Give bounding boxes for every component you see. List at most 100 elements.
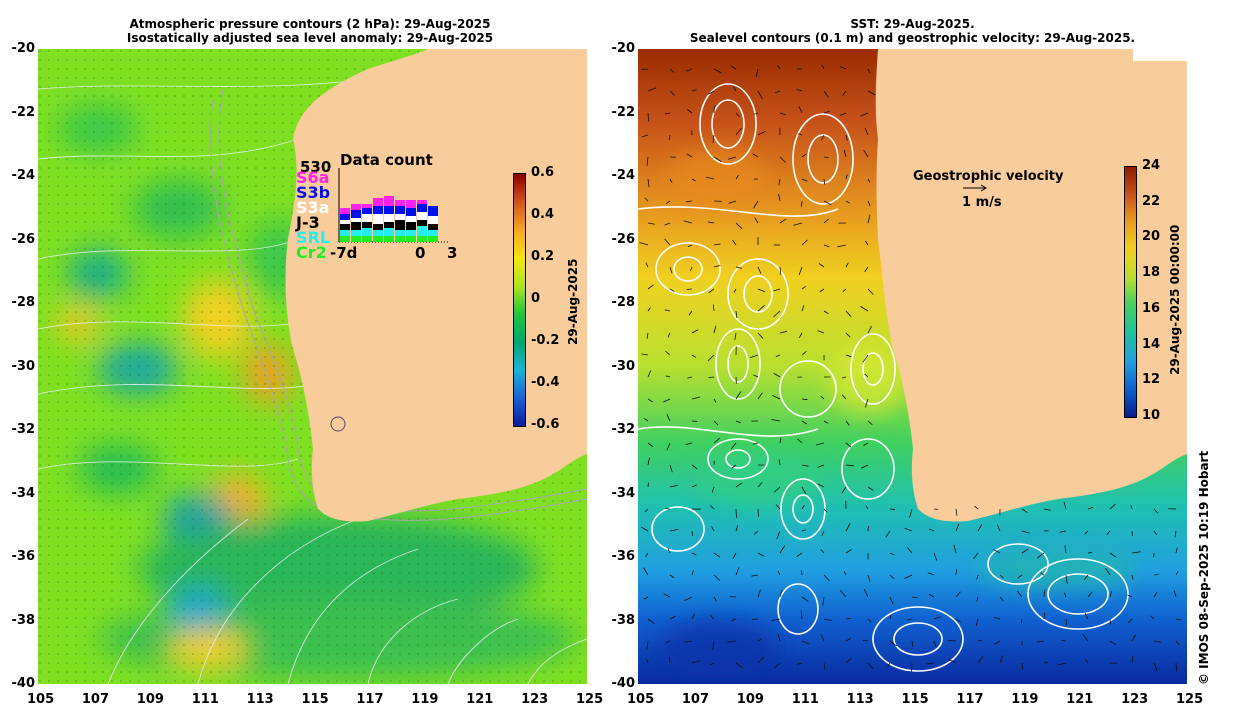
right-x-tick: 111 (791, 692, 819, 707)
data-count-bar-segment (417, 226, 427, 236)
right-y-tick: -38 (611, 612, 636, 628)
velocity-scale-label: 1 m/s (962, 195, 1002, 210)
data-count-bar-segment (373, 236, 383, 242)
geostrophic-velocity-vectors (639, 64, 1182, 672)
colorbar-tick-label: 22 (1142, 193, 1161, 209)
data-count-bar-segment (340, 230, 350, 236)
right-x-tick: 119 (1011, 692, 1039, 707)
left-y-tick: -34 (11, 485, 36, 501)
right-sst-variation (658, 149, 1138, 679)
colorbar-tick-label: 10 (1142, 408, 1161, 423)
data-count-bar-segment (428, 206, 438, 216)
right-y-tick: -40 (611, 676, 636, 691)
data-count-bar-segment (395, 220, 405, 230)
imos-credit: © IMOS 08-Sep-2025 10:19 Hobart (1197, 450, 1211, 685)
right-y-tick: -20 (611, 41, 636, 56)
left-x-tick: 113 (246, 692, 274, 707)
left-x-tick: 117 (356, 692, 384, 707)
right-colorbar-label: 29-Aug-2025 00:00:00 (1168, 224, 1182, 375)
data-count-xlabel-zero: 0 (415, 244, 426, 262)
data-count-xlabel-start: -7d (330, 244, 358, 262)
data-count-bar-segment (351, 204, 361, 210)
colorbar-tick-label: 20 (1142, 229, 1161, 245)
right-top-white-gap (1133, 49, 1187, 61)
colorbar-tick-label: 18 (1142, 265, 1161, 281)
left-x-tick: 109 (136, 692, 164, 707)
data-count-xlabel-end: 3 (447, 244, 458, 262)
data-count-bar-segment (428, 224, 438, 230)
colorbar-tick-label: -0.4 (531, 375, 560, 390)
data-count-bar-segment (395, 236, 405, 242)
left-y-tick: -32 (11, 422, 36, 437)
right-y-tick: -28 (611, 295, 636, 310)
right-x-tick: 109 (736, 692, 764, 707)
data-count-bar-segment (351, 222, 361, 230)
left-colorbar-label: 29-Aug-2025 (566, 258, 580, 345)
right-x-tick: 123 (1121, 692, 1149, 707)
data-count-bar-segment (406, 230, 416, 236)
left-x-tick: 121 (466, 692, 494, 707)
left-x-tick: 125 (576, 692, 604, 707)
data-count-bar-segment (395, 230, 405, 236)
left-land-australia (285, 49, 587, 522)
right-y-tick: -34 (611, 485, 636, 501)
data-count-bar-segment (395, 200, 405, 206)
data-count-bar-segment (428, 230, 438, 236)
left-y-tick: -30 (11, 358, 36, 374)
left-x-tick: 107 (81, 692, 110, 707)
data-count-bar-segment (362, 222, 372, 228)
data-count-bar-segment (428, 216, 438, 224)
left-title-line1: Atmospheric pressure contours (2 hPa): 2… (129, 17, 491, 31)
right-x-tick: 105 (627, 692, 655, 707)
right-sealevel-contours (638, 83, 1129, 672)
left-bathymetry-contours (210, 88, 587, 521)
geostrophic-velocity-legend-title: Geostrophic velocity (913, 169, 1064, 184)
sat-label-srl: SRL (296, 228, 331, 247)
data-count-bar-segment (428, 236, 438, 242)
left-title-line2: Isostatically adjusted sea level anomaly… (126, 31, 494, 45)
left-x-tick: 105 (27, 692, 55, 707)
data-count-bar-segment (417, 220, 427, 226)
colorbar-tick-label: 16 (1142, 300, 1161, 316)
colorbar-tick-label: 0 (531, 291, 541, 306)
data-count-bar-segment (395, 206, 405, 214)
right-y-tick: -36 (611, 549, 636, 564)
colorbar-tick-label: 12 (1142, 372, 1161, 388)
left-y-tick: -20 (11, 41, 36, 56)
data-count-bar-segment (340, 214, 350, 220)
data-count-bar-segment (373, 206, 383, 214)
right-x-tick: 107 (681, 692, 710, 707)
left-y-tick: -38 (11, 612, 36, 628)
right-y-tick: -26 (611, 231, 636, 247)
data-count-bar-segment (417, 204, 427, 212)
data-count-bar-segment (340, 208, 350, 214)
data-count-bar-segment (406, 222, 416, 230)
right-land-australia (875, 49, 1187, 522)
sat-label-cr2: Cr2 (296, 243, 327, 262)
right-map[interactable] (638, 49, 1187, 684)
data-count-bar-segment (340, 236, 350, 242)
data-count-bar-segment (373, 214, 383, 224)
left-x-tick: 119 (411, 692, 439, 707)
left-y-tick: -40 (11, 676, 36, 691)
sat-label-s3b: S3b (296, 183, 331, 202)
data-count-bar-segment (351, 236, 361, 242)
left-y-tick: -22 (11, 104, 36, 120)
data-count-bar-segment (362, 236, 372, 242)
data-count-bar-segment (351, 210, 361, 218)
colorbar-tick-label: 0.4 (531, 207, 555, 222)
right-y-tick: -32 (611, 422, 636, 437)
left-y-tick: -24 (11, 168, 36, 183)
right-x-tick: 117 (956, 692, 984, 707)
data-count-bar-segment (373, 198, 383, 206)
colorbar-tick-label: 14 (1142, 336, 1161, 352)
left-y-tick: -28 (11, 295, 36, 310)
data-count-bar-segment (406, 208, 416, 216)
satellite-legend: S6a S3b S3a J-3 SRL Cr2 (296, 170, 331, 262)
right-y-tick: -24 (611, 168, 636, 183)
left-x-tick: 111 (191, 692, 219, 707)
data-count-bar-segment (384, 214, 394, 222)
data-count-bar-segment (384, 222, 394, 228)
right-x-tick: 125 (1176, 692, 1204, 707)
left-map[interactable] (38, 49, 587, 684)
